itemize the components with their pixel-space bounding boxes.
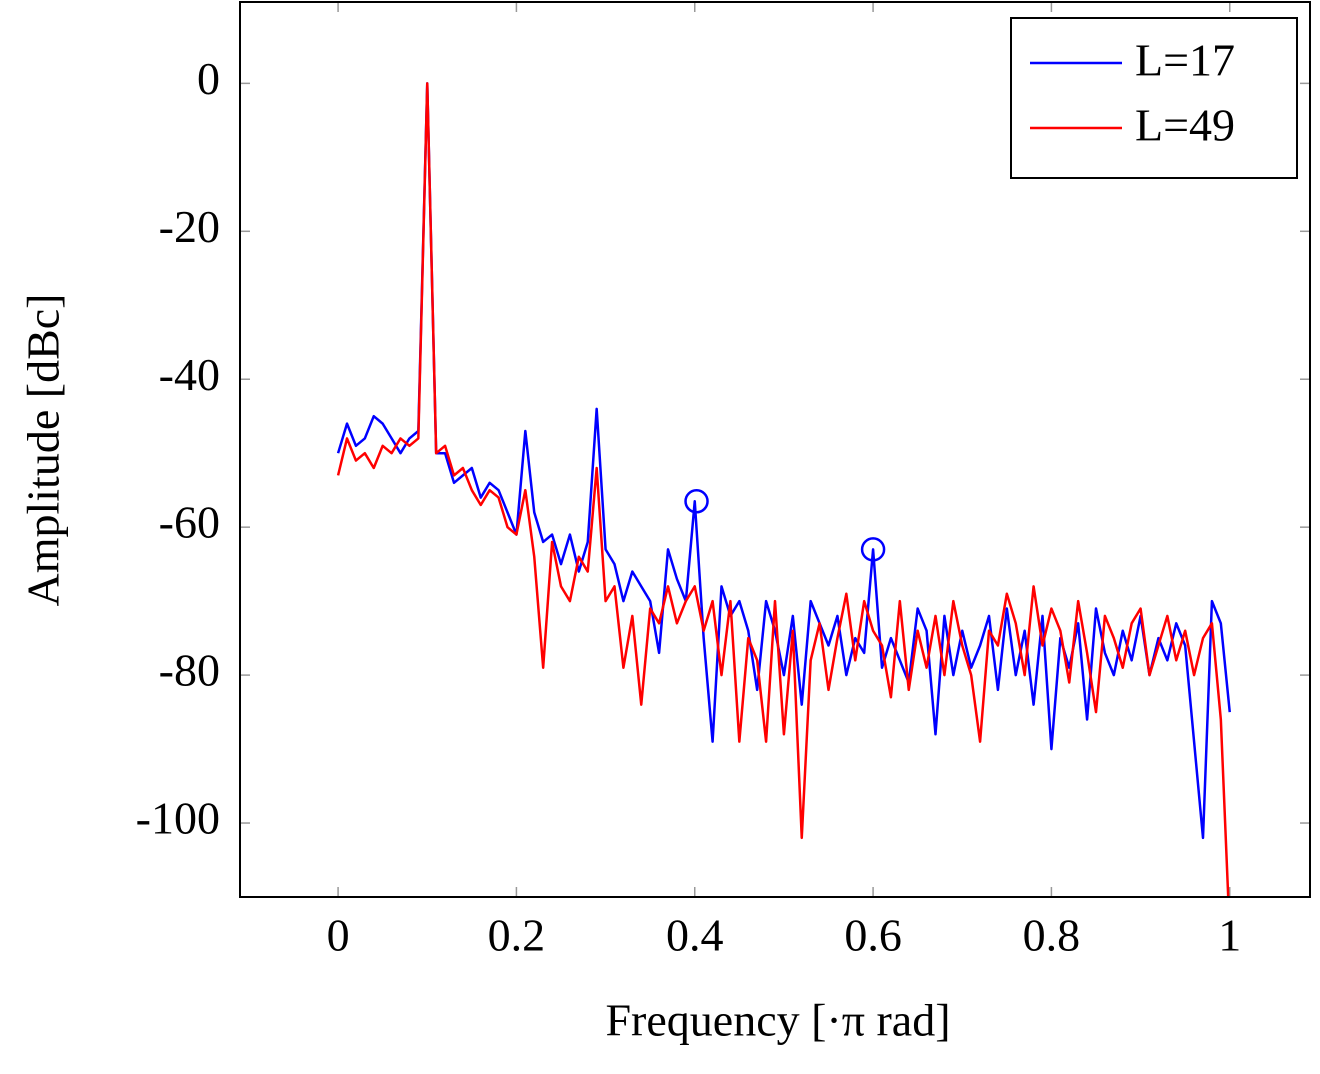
y-tick-label: -20 (159, 201, 220, 252)
legend-label: L=17 (1135, 35, 1235, 86)
marker (860, 537, 886, 562)
marker (684, 489, 709, 514)
x-tick-label: 1 (1218, 910, 1241, 961)
legend-label: L=49 (1135, 100, 1235, 151)
x-tick-label: 0.4 (666, 910, 724, 961)
y-tick-label: -40 (159, 349, 220, 400)
x-axis-label: Frequency [·π rad] (605, 995, 950, 1046)
series-line (336, 82, 1230, 897)
y-tick-label: -100 (136, 793, 220, 844)
y-tick-label: 0 (197, 53, 220, 104)
y-axis-label: Amplitude [dBc] (18, 294, 69, 607)
plot-frame (239, 1, 1311, 898)
legend-box (1010, 17, 1298, 179)
y-tick-label: -80 (159, 645, 220, 696)
x-tick-label: 0.8 (1023, 910, 1081, 961)
plot-area (336, 82, 1231, 897)
x-tick-label: 0.2 (488, 910, 546, 961)
y-tick-label: -60 (159, 497, 220, 548)
x-tick-label: 0.6 (844, 910, 902, 961)
series-line (336, 82, 1231, 840)
x-tick-label: 0 (327, 910, 350, 961)
